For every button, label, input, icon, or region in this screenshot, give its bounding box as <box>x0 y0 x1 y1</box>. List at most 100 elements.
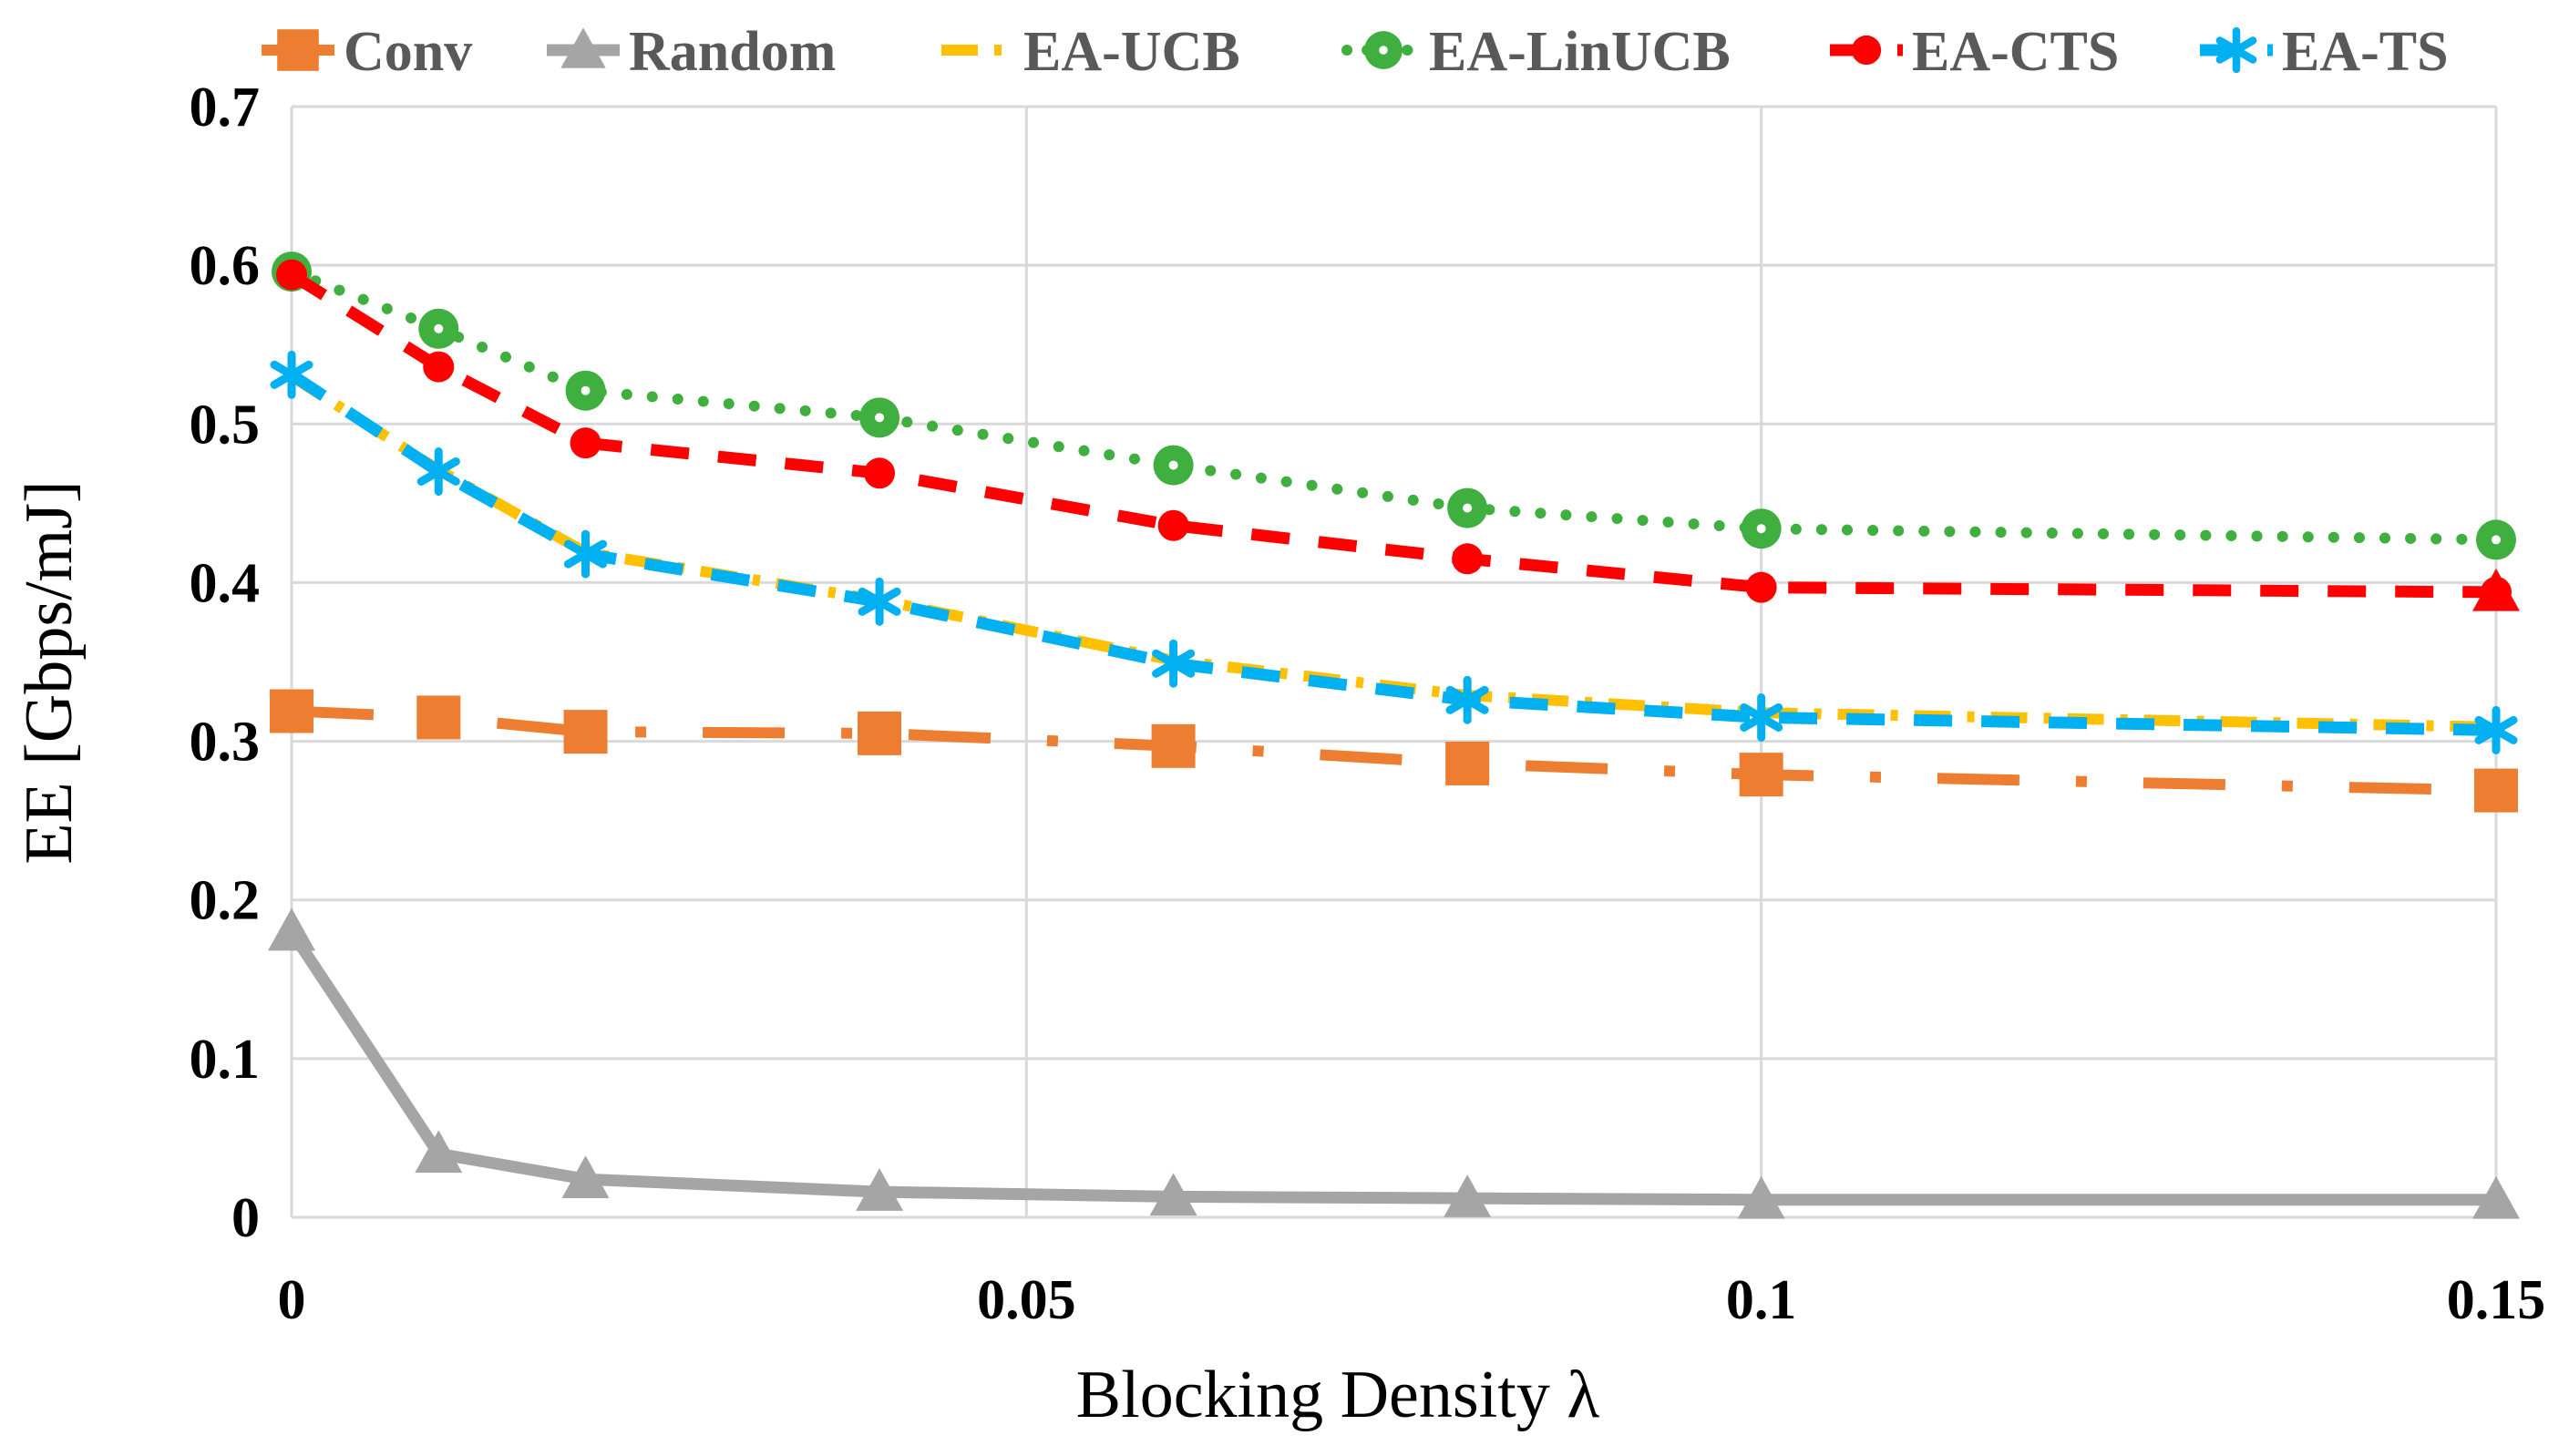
data-point <box>415 1130 463 1174</box>
grid-lines <box>290 105 2498 1219</box>
series-line <box>288 270 2497 599</box>
y-tick-labels: 0 0.1 0.2 0.3 0.4 0.5 0.6 0.7 <box>190 77 261 1249</box>
marker-star-arm <box>2215 36 2257 64</box>
series-conv <box>270 689 2518 813</box>
marker-dot <box>1851 35 1882 66</box>
data-point <box>858 577 901 626</box>
marker-triangle <box>1444 1174 1492 1217</box>
data-point <box>2476 519 2516 560</box>
marker-circle-center <box>581 385 591 395</box>
marker-dot <box>423 351 455 383</box>
series-ea-ts <box>270 350 2518 754</box>
data-point <box>2474 768 2518 813</box>
data-point <box>2472 1175 2520 1219</box>
data-point <box>268 907 315 951</box>
y-tick-label: 0.2 <box>190 870 261 932</box>
marker-dot <box>570 427 601 459</box>
legend-label: EA-LinUCB <box>1429 21 1731 83</box>
marker-square <box>1445 741 1490 785</box>
data-point <box>565 370 606 411</box>
data-point <box>270 350 313 399</box>
series-line <box>286 266 2502 546</box>
y-tick-label: 0.6 <box>190 235 261 297</box>
marker-circle-center <box>434 323 444 333</box>
data-point <box>416 695 461 740</box>
legend: Conv Random EA-UCB EA-LinUCB EA-CTS EA-TS <box>262 21 2449 83</box>
data-point <box>1152 639 1196 688</box>
marker-star-arm <box>2474 715 2518 744</box>
marker-triangle <box>1737 1175 1785 1219</box>
marker-circle-center <box>1756 524 1766 534</box>
y-tick-label: 0.5 <box>190 394 261 456</box>
x-tick-label: 0.1 <box>1726 1269 1797 1331</box>
data-point <box>570 427 601 459</box>
data-point <box>1445 741 1490 785</box>
x-tick-labels: 0 0.05 0.1 0.15 <box>278 1269 2546 1331</box>
marker-circle-center <box>1463 503 1473 513</box>
data-point <box>1741 508 1782 549</box>
marker-dot <box>1452 543 1484 575</box>
marker-star-arm <box>270 360 313 389</box>
marker-dot <box>864 457 896 489</box>
marker-triangle <box>560 27 606 68</box>
y-tick-label: 0.4 <box>190 552 261 614</box>
marker-square <box>2474 768 2518 813</box>
legend-label: EA-TS <box>2282 21 2449 83</box>
y-tick-label: 0 <box>231 1187 260 1249</box>
marker-triangle <box>1149 1173 1197 1216</box>
y-axis-title: EE [Gbps/mJ] <box>12 480 87 864</box>
data-point <box>859 397 900 438</box>
marker-star-arm <box>858 587 901 616</box>
data-point <box>423 351 455 383</box>
marker-square <box>858 711 902 755</box>
series-line <box>288 369 2497 736</box>
y-tick-label: 0.7 <box>190 77 261 138</box>
marker-star-arm <box>1152 649 1196 678</box>
legend-item-ea-cts: EA-CTS <box>1830 21 2119 83</box>
x-tick-label: 0.05 <box>977 1269 1076 1331</box>
marker-square <box>563 710 608 754</box>
marker-star-arm <box>563 539 608 569</box>
x-tick-label: 0 <box>278 1269 306 1331</box>
marker-triangle <box>856 1168 904 1211</box>
marker-square <box>277 29 319 71</box>
y-tick-label: 0.3 <box>190 712 261 774</box>
marker-star-arm <box>416 457 460 487</box>
legend-label: Conv <box>344 21 472 83</box>
data-point <box>418 308 459 349</box>
y-tick-label: 0.1 <box>190 1029 261 1091</box>
data-point <box>563 710 608 754</box>
data-point <box>856 1168 904 1211</box>
series-random <box>268 907 2520 1219</box>
series-line <box>286 928 2496 1206</box>
marker-square <box>1739 753 1783 797</box>
data-point <box>276 259 307 291</box>
data-point <box>563 529 608 579</box>
data-point <box>1151 723 1196 768</box>
data-point <box>1149 1173 1197 1216</box>
legend-item-ea-ucb: EA-UCB <box>941 21 1240 83</box>
data-point <box>1444 1174 1492 1217</box>
legend-label: EA-UCB <box>1023 21 1240 83</box>
data-point <box>1739 753 1783 797</box>
data-point <box>2474 705 2518 754</box>
marker-star-arm <box>1445 685 1489 714</box>
marker-square <box>270 689 313 733</box>
series-group <box>268 251 2520 1219</box>
legend-item-ea-ts: EA-TS <box>2200 21 2449 83</box>
series-ea-linucb <box>272 251 2516 560</box>
data-point <box>1153 445 1194 486</box>
data-point <box>1737 1175 1785 1219</box>
x-tick-label: 0.15 <box>2447 1269 2546 1331</box>
marker-square <box>1151 723 1196 768</box>
marker-star-arm <box>1740 702 1783 732</box>
data-point <box>270 689 313 733</box>
data-point <box>561 1155 610 1199</box>
data-point <box>858 711 902 755</box>
data-point <box>1452 543 1484 575</box>
marker-circle-center <box>2492 535 2501 545</box>
marker-triangle <box>415 1130 463 1174</box>
legend-item-conv: Conv <box>262 21 472 83</box>
marker-dot <box>1745 571 1777 603</box>
